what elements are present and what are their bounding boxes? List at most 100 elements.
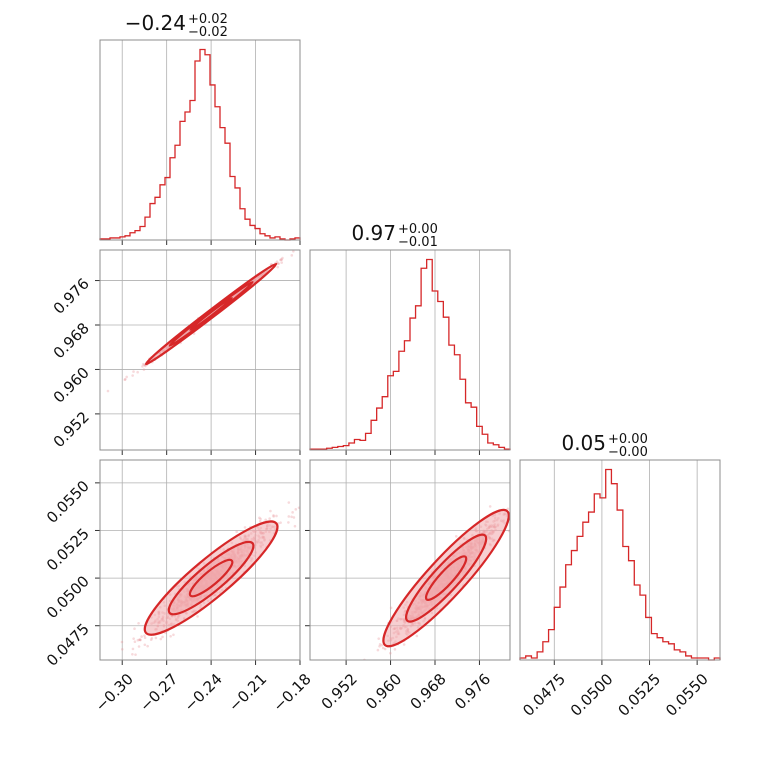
scatter-point (111, 672, 114, 675)
scatter-point (516, 501, 519, 504)
y-tick-label: 0.960 (50, 364, 93, 407)
scatter-point (279, 521, 282, 524)
scatter-point (154, 636, 158, 640)
scatter-point (280, 258, 284, 261)
scatter-point (98, 669, 101, 672)
scatter-point (292, 250, 295, 253)
scatter-point (287, 515, 291, 518)
contour-level-3 (189, 296, 233, 331)
scatter-point (511, 519, 514, 522)
scatter-point (275, 260, 279, 263)
scatter-point (131, 652, 134, 656)
y-tick-label: 0.0525 (43, 525, 93, 575)
y-tick-label: 0.0475 (43, 620, 93, 670)
panel-frame (99, 459, 301, 661)
histogram-steps-2 (309, 258, 511, 450)
scatter-point (378, 644, 381, 648)
scatter-point (169, 634, 172, 638)
contour-level-2 (404, 533, 488, 623)
contour-level-1 (144, 262, 278, 366)
scatter-point (149, 638, 153, 642)
scatter-point (258, 519, 262, 523)
scatter-point (269, 509, 272, 513)
scatter-point (393, 648, 397, 651)
scatter-point (516, 504, 519, 507)
scatter-point (126, 662, 129, 665)
scatter-point (124, 377, 127, 381)
y-tick-label: 0.976 (50, 275, 93, 318)
scatter-point (488, 505, 492, 508)
scatter-point (279, 258, 283, 261)
scatter-point (140, 635, 143, 638)
x-tick-label: −0.21 (225, 670, 270, 715)
contour-level-2 (167, 540, 255, 616)
scatter-point (161, 635, 164, 639)
scatter-point (514, 502, 517, 505)
panel-frame (519, 459, 721, 661)
panel-frame (309, 459, 511, 661)
scatter-point (513, 494, 516, 497)
scatter-point (134, 653, 137, 656)
scatter-point (523, 495, 526, 498)
histogram-panel-1: −0.24 +0.02−0.02 (99, 11, 301, 245)
scatter-point (277, 262, 281, 265)
histogram-steps-3 (519, 468, 721, 661)
scatter-contents (106, 250, 295, 393)
x-tick-label: 0.0525 (614, 670, 664, 720)
scatter-panel-3-1: −0.30 −0.27 −0.24 −0.21 −0.180.04750.05000.0… (43, 459, 315, 715)
contour-level-3 (424, 555, 468, 601)
scatter-point (293, 524, 297, 528)
x-tick-label: 0.0500 (567, 670, 617, 720)
scatter-point (258, 516, 261, 520)
x-tick-label: 0.960 (362, 670, 405, 713)
x-tick-label: 0.976 (451, 670, 494, 713)
scatter-point (514, 506, 517, 509)
x-tick-label: 0.968 (407, 670, 450, 713)
scatter-point (136, 638, 140, 642)
scatter-point (120, 648, 124, 651)
x-tick-label: 0.952 (318, 670, 361, 713)
contour-fill-3 (426, 556, 467, 600)
scatter-contents (363, 494, 526, 660)
x-tick-label: 0.0475 (519, 670, 569, 720)
scatter-point (381, 646, 385, 650)
scatter-point (196, 615, 199, 618)
scatter-point (377, 637, 381, 640)
scatter-point (511, 496, 514, 499)
panel-title-err-minus-3: −0.00 (608, 445, 648, 460)
y-tick-label: 0.0550 (43, 477, 93, 527)
scatter-point (287, 501, 291, 504)
scatter-point (507, 529, 510, 533)
scatter-point (123, 378, 127, 381)
scatter-point (106, 389, 110, 393)
scatter-point (514, 495, 517, 498)
scatter-point (389, 606, 393, 610)
scatter-contents (98, 501, 300, 675)
histogram-steps-1 (99, 48, 301, 241)
scatter-point (511, 511, 514, 514)
panel-frame (99, 249, 301, 451)
scatter-point (125, 375, 128, 379)
contour-level-3 (188, 558, 234, 598)
scatter-point (143, 634, 146, 637)
contour-level-1 (143, 520, 279, 636)
scatter-point (287, 521, 290, 524)
panel-title-err-minus-2: −0.01 (398, 235, 438, 250)
scatter-point (131, 647, 135, 651)
scatter-point (506, 507, 510, 511)
scatter-point (521, 501, 524, 504)
scatter-point (383, 647, 387, 651)
scatter-point (132, 370, 135, 373)
y-tick-label: 0.968 (50, 319, 93, 362)
histogram-panel-2: 0.97 +0.00−0.01 (309, 221, 511, 455)
panel-title-1: −0.24 (125, 11, 186, 35)
panel-title-err-plus-1: +0.02 (188, 12, 228, 27)
scatter-point (402, 643, 406, 646)
scatter-point (290, 254, 294, 257)
scatter-point (133, 627, 136, 631)
panel-title-err-minus-1: −0.02 (188, 25, 228, 40)
y-tick-label: 0.952 (50, 408, 93, 451)
scatter-point (281, 256, 284, 260)
scatter-point (138, 638, 142, 641)
